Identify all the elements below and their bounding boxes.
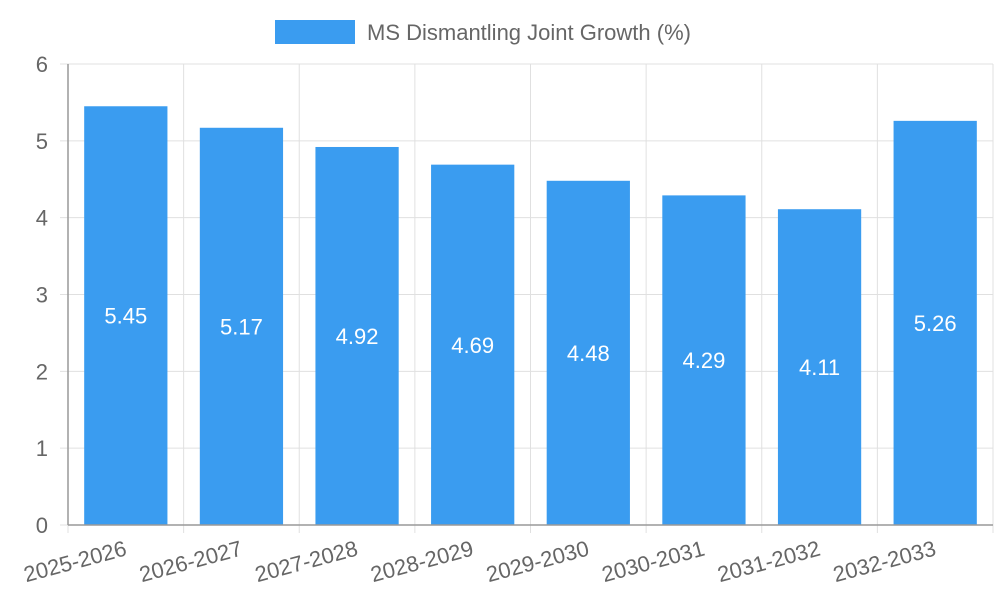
x-tick-label: 2029-2030 xyxy=(484,536,592,587)
y-tick-label: 2 xyxy=(36,359,48,384)
y-tick-label: 6 xyxy=(36,52,48,77)
bar-2032-2033[interactable] xyxy=(893,120,977,526)
x-tick-label: 2028-2029 xyxy=(368,536,476,587)
y-tick-label: 5 xyxy=(36,129,48,154)
data-label: 4.11 xyxy=(799,355,840,380)
y-tick-label: 0 xyxy=(36,513,48,538)
x-tick-label: 2030-2031 xyxy=(599,536,707,587)
data-label: 4.69 xyxy=(451,333,494,358)
data-label: 5.45 xyxy=(104,304,147,329)
bar-2028-2029[interactable] xyxy=(431,164,515,525)
bar-2027-2028[interactable] xyxy=(315,146,399,526)
y-tick-label: 3 xyxy=(36,283,48,308)
bars: 5.45 5.17 4.92 4.69 4.48 4.29 4.11 5.26 xyxy=(84,106,977,526)
data-label: 4.48 xyxy=(567,341,610,366)
data-label: 5.26 xyxy=(914,311,957,336)
legend-swatch[interactable] xyxy=(275,20,355,44)
data-label: 4.29 xyxy=(683,348,726,373)
legend-label[interactable]: MS Dismantling Joint Growth (%) xyxy=(367,20,691,45)
bar-2031-2032[interactable] xyxy=(777,209,862,525)
x-tick-label: 2025-2026 xyxy=(21,536,129,587)
bar-2025-2026[interactable] xyxy=(84,106,168,525)
x-tick-label: 2031-2032 xyxy=(715,536,823,587)
x-tick-label: 2026-2027 xyxy=(137,536,245,587)
bar-2029-2030[interactable] xyxy=(546,180,630,525)
data-label: 5.17 xyxy=(220,314,263,339)
bar-2030-2031[interactable] xyxy=(662,195,746,525)
y-tick-label: 1 xyxy=(36,436,48,461)
legend[interactable]: MS Dismantling Joint Growth (%) xyxy=(275,20,691,45)
x-tick-label: 2032-2033 xyxy=(830,536,938,587)
data-label: 4.92 xyxy=(336,324,379,349)
x-tick-label: 2027-2028 xyxy=(252,536,360,587)
y-tick-label: 4 xyxy=(36,206,48,231)
bar-2026-2027[interactable] xyxy=(199,127,284,525)
